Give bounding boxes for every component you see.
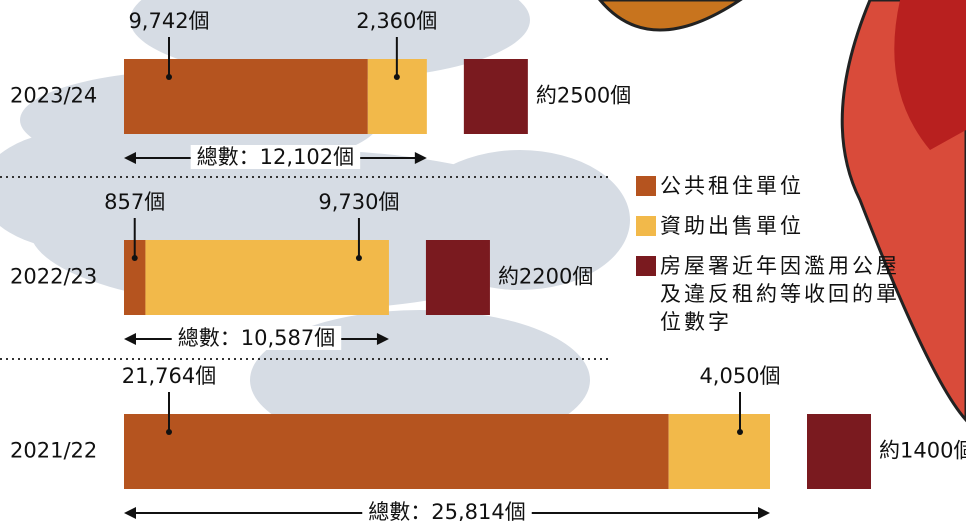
bar-segment (669, 414, 770, 489)
category-label: 2021/22 (10, 439, 97, 463)
bar-segment (124, 59, 368, 134)
legend: 公共租住單位資助出售單位房屋署近年因濫用公屋及違反租約等收回的單位數字 (636, 172, 926, 348)
page: {"chart_data": {"type": "stacked-bar-hor… (0, 0, 966, 521)
leader-dot (166, 74, 172, 80)
legend-entry: 公共租住單位 (636, 172, 926, 200)
category-label: 2023/24 (10, 84, 97, 108)
recovered-label: 約1400個 (879, 439, 966, 463)
legend-label: 資助出售單位 (660, 212, 910, 240)
value-label: 4,050個 (699, 364, 780, 388)
leader-dot (132, 255, 138, 261)
leader-dot (737, 429, 743, 435)
legend-swatch (636, 256, 656, 276)
value-label: 9,742個 (128, 9, 209, 33)
legend-entry: 房屋署近年因濫用公屋及違反租約等收回的單位數字 (636, 252, 926, 336)
legend-label: 公共租住單位 (660, 172, 910, 200)
value-label: 21,764個 (122, 364, 216, 388)
leader-dot (356, 255, 362, 261)
recovered-label: 約2500個 (536, 84, 631, 108)
legend-swatch (636, 216, 656, 236)
category-label: 2022/23 (10, 265, 97, 289)
recovered-box (807, 414, 871, 489)
recovered-box (464, 59, 528, 134)
recovered-box (426, 240, 490, 315)
legend-entry: 資助出售單位 (636, 212, 926, 240)
recovered-label: 約2200個 (498, 265, 593, 289)
bar-segment (145, 240, 388, 315)
bar-segment (124, 414, 669, 489)
arrow-head (124, 333, 136, 345)
legend-label: 房屋署近年因濫用公屋及違反租約等收回的單位數字 (660, 252, 910, 336)
value-label: 2,360個 (356, 9, 437, 33)
leader-dot (166, 429, 172, 435)
value-label: 857個 (104, 190, 165, 214)
leader-dot (394, 74, 400, 80)
legend-swatch (636, 176, 656, 196)
arrow-head (124, 507, 136, 519)
arrow-head (758, 507, 770, 519)
value-label: 9,730個 (318, 190, 399, 214)
